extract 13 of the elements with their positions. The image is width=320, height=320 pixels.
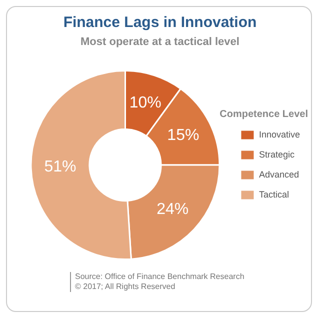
data-label: 10% xyxy=(129,94,162,112)
legend-label: Strategic xyxy=(258,149,295,160)
chart-title: Finance Lags in Innovation xyxy=(62,14,258,31)
data-label: 24% xyxy=(156,200,189,218)
data-label: 51% xyxy=(44,158,76,176)
chart-subtitle: Most operate at a tactical level xyxy=(80,36,240,48)
text: © 2017; All Rights Reserved xyxy=(75,282,176,292)
data-label: 15% xyxy=(167,126,200,144)
legend-title: Competence Level xyxy=(220,108,308,120)
source-note: Source: Office of Finance Benchmark Research xyxy=(75,272,244,282)
legend-label: Tactical xyxy=(258,189,289,200)
legend-label: Innovative xyxy=(258,129,300,140)
legend-label: Advanced xyxy=(258,169,300,180)
